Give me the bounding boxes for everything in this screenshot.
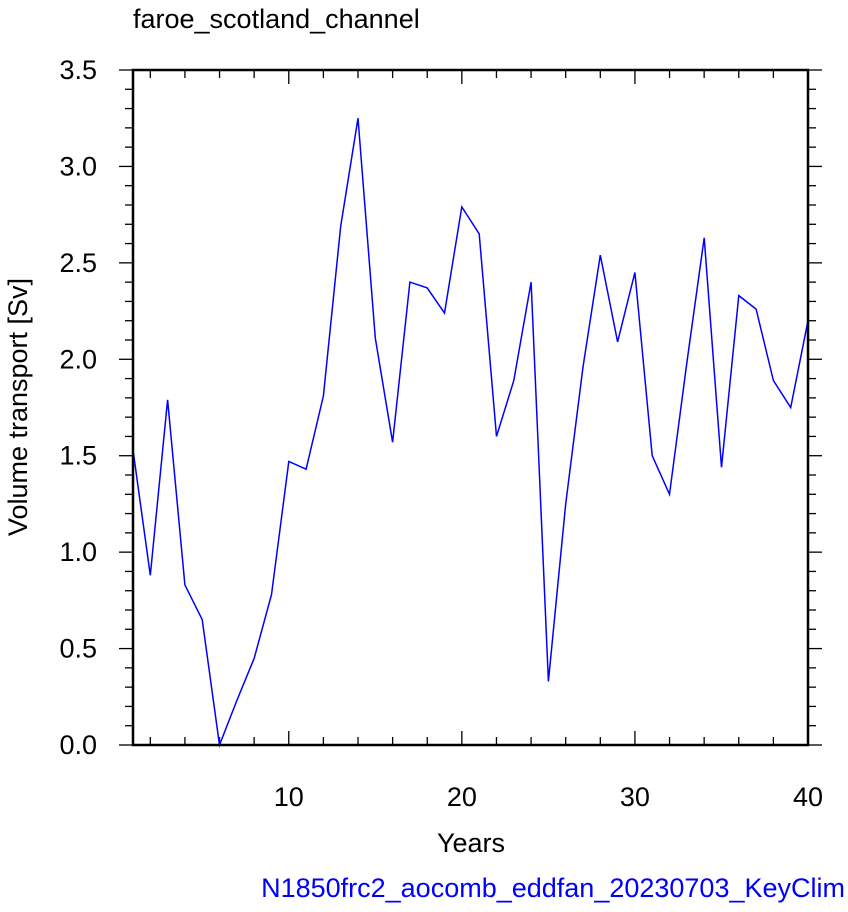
x-tick-label: 40 (793, 782, 823, 812)
y-tick-labels: 0.0 0.5 1.0 1.5 2.0 2.5 3.0 3.5 (59, 55, 97, 760)
chart-title: faroe_scotland_channel (133, 4, 420, 34)
y-axis-label: Volume transport [Sv] (3, 278, 33, 536)
y-tick-label: 1.5 (59, 441, 97, 471)
x-tick-label: 20 (447, 782, 477, 812)
series-line (132, 118, 809, 748)
y-tick-label: 3.5 (59, 55, 97, 85)
plot-frame (131, 68, 810, 747)
x-tick-labels: 10 20 30 40 (274, 782, 823, 812)
series-layer (132, 118, 809, 748)
x-tick-label: 10 (274, 782, 304, 812)
footer-label: N1850frc2_aocomb_eddfan_20230703_KeyClim (261, 873, 845, 903)
x-axis-label: Years (437, 828, 505, 858)
y-tick-label: 1.0 (59, 537, 97, 567)
y-tick-label: 2.5 (59, 248, 97, 278)
y-tick-label: 3.0 (59, 151, 97, 181)
y-tick-label: 0.5 (59, 634, 97, 664)
y-tick-label: 0.0 (59, 730, 97, 760)
y-tick-label: 2.0 (59, 344, 97, 374)
x-tick-label: 30 (620, 782, 650, 812)
